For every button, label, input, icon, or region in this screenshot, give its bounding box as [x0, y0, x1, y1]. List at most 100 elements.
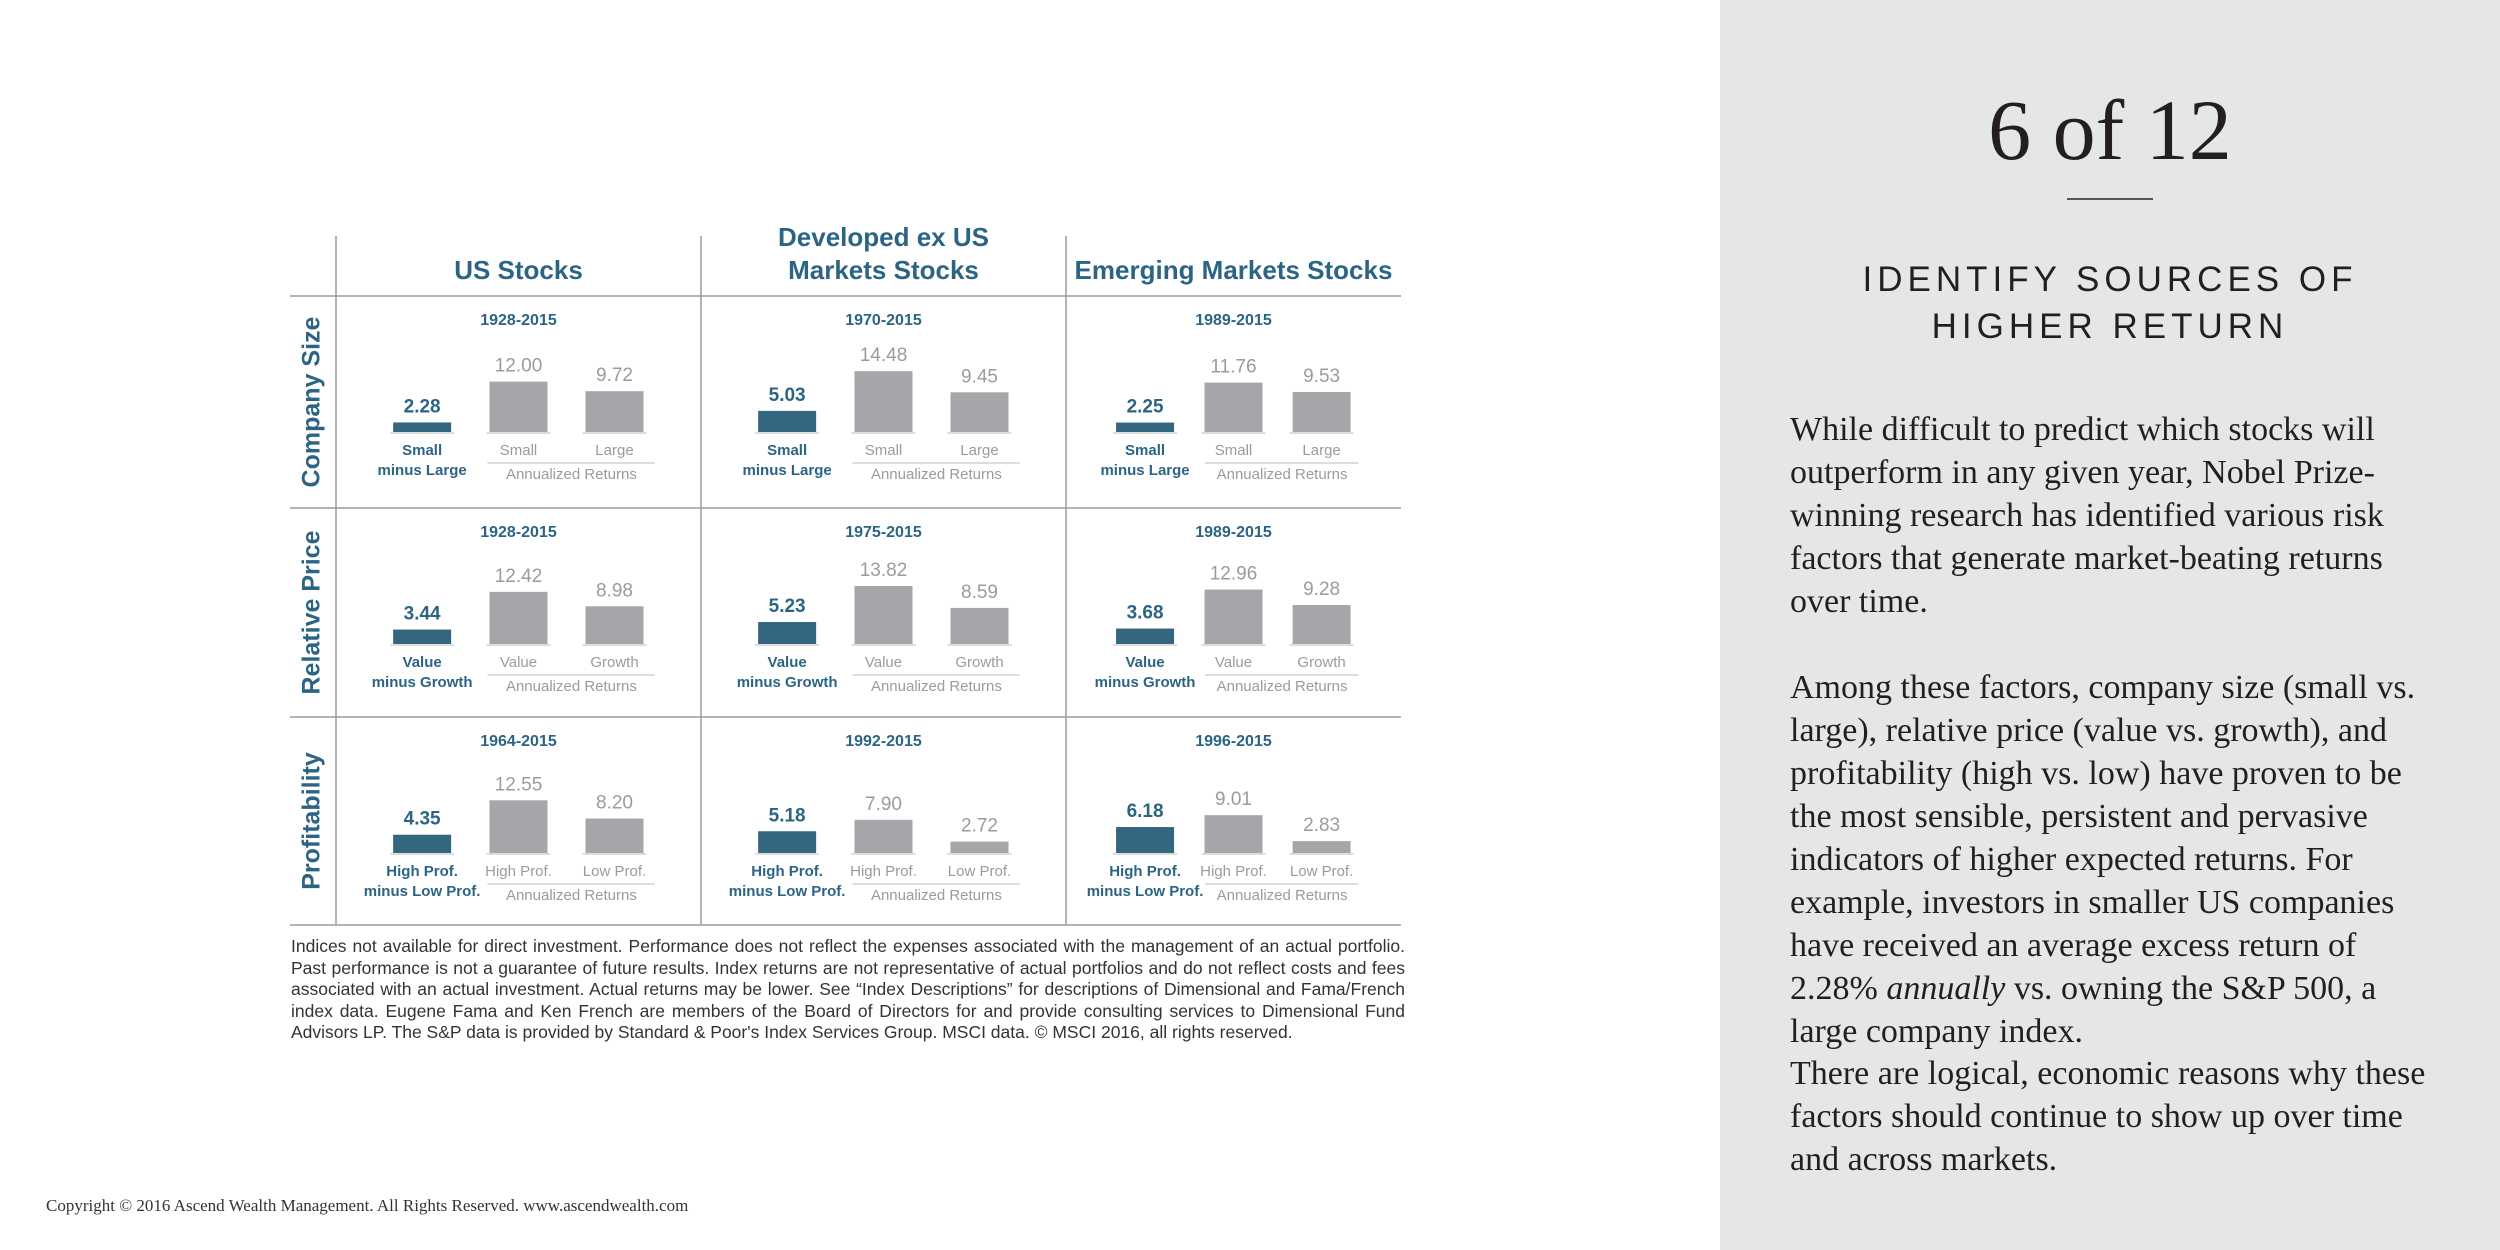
value-label: 2.72 [961, 816, 998, 837]
bar [950, 392, 1009, 432]
returns-label: Annualized Returns [506, 887, 637, 904]
value-label: 7.90 [865, 794, 902, 815]
bar [758, 622, 817, 644]
bar-label: Value [1215, 654, 1252, 671]
premium-label: minus Large [743, 462, 832, 479]
bar-label: Low Prof. [583, 863, 646, 880]
premium-label: minus Growth [1095, 674, 1196, 691]
premium-label: High Prof. [1109, 863, 1181, 880]
value-label: 13.82 [860, 560, 908, 581]
value-label: 6.18 [1127, 801, 1164, 822]
premium-label: High Prof. [386, 863, 458, 880]
value-label: 5.03 [769, 385, 806, 406]
premium-label: Value [1125, 654, 1164, 671]
value-label: 12.00 [495, 356, 543, 377]
period: 1928-2015 [480, 312, 557, 329]
bar-label: High Prof. [1200, 863, 1267, 880]
emphasis: annually [1886, 970, 2006, 1007]
divider [2067, 198, 2153, 200]
bar [489, 381, 548, 432]
premium-label: minus Low Prof. [364, 883, 481, 900]
bar [585, 606, 644, 644]
bar [393, 834, 452, 853]
bar [1204, 815, 1263, 853]
returns-label: Annualized Returns [1217, 678, 1348, 695]
row-label: Company Size [298, 316, 326, 487]
period: 1975-2015 [845, 524, 922, 541]
value-label: 8.20 [596, 793, 633, 814]
bar-label: Value [865, 654, 902, 671]
value-label: 2.28 [404, 396, 441, 417]
bar-label: Value [500, 654, 537, 671]
heading: IDENTIFY SOURCES OF HIGHER RETURN [1720, 256, 2500, 350]
premium-label: High Prof. [751, 863, 823, 880]
premium-label: Small [1125, 442, 1165, 459]
bar-label: Growth [590, 654, 638, 671]
bar [854, 371, 913, 432]
paragraph: There are logical, economic reasons why … [1790, 1055, 2426, 1178]
value-label: 12.42 [495, 566, 543, 587]
period: 1970-2015 [845, 312, 922, 329]
bar [1116, 422, 1175, 432]
bar [950, 607, 1009, 644]
bar-label: Large [595, 442, 633, 459]
premium-label: Small [767, 442, 807, 459]
value-label: 14.48 [860, 345, 908, 366]
bar-label: High Prof. [850, 863, 917, 880]
bar-label: Growth [955, 654, 1003, 671]
value-label: 9.28 [1303, 579, 1340, 600]
bar-label: Growth [1297, 654, 1345, 671]
paragraph: Among these factors, company size (small… [1790, 666, 2450, 1053]
bar-label: Large [960, 442, 998, 459]
row-label: Relative Price [298, 530, 326, 694]
value-label: 4.35 [404, 809, 441, 830]
bar-label: High Prof. [485, 863, 552, 880]
bar [854, 585, 913, 644]
bar [1204, 382, 1263, 432]
page-number: 6 of 12 [1988, 82, 2232, 178]
premium-label: Value [403, 654, 442, 671]
bar [1292, 605, 1351, 644]
value-label: 5.18 [769, 805, 806, 826]
value-label: 9.53 [1303, 366, 1340, 387]
bar [1116, 827, 1175, 853]
returns-label: Annualized Returns [506, 466, 637, 483]
bar [1292, 841, 1351, 853]
value-label: 12.96 [1210, 564, 1258, 585]
bar-label: Small [500, 442, 538, 459]
premium-label: minus Growth [372, 674, 473, 691]
copyright: Copyright © 2016 Ascend Wealth Managemen… [46, 1196, 689, 1215]
text: vs. owning the S&P 500, a large company … [1790, 970, 2377, 1050]
premium-label: minus Low Prof. [1087, 883, 1204, 900]
returns-label: Annualized Returns [1217, 887, 1348, 904]
period: 1928-2015 [480, 524, 557, 541]
value-label: 2.83 [1303, 815, 1340, 836]
bar-label: Low Prof. [1290, 863, 1353, 880]
period: 1992-2015 [845, 733, 922, 750]
column-header: Markets Stocks [788, 255, 979, 285]
bar-label: Low Prof. [948, 863, 1011, 880]
bar [1292, 391, 1351, 432]
value-label: 8.98 [596, 580, 633, 601]
column-header: Developed ex US [778, 222, 989, 252]
bar [489, 591, 548, 644]
premium-label: Small [402, 442, 442, 459]
bar [393, 422, 452, 432]
heading-line: IDENTIFY SOURCES OF [1862, 260, 2358, 299]
returns-label: Annualized Returns [506, 678, 637, 695]
bar [393, 629, 452, 644]
sidebar: 6 of 12 IDENTIFY SOURCES OF HIGHER RETUR… [1720, 0, 2500, 1250]
premium-label: minus Growth [737, 674, 838, 691]
text: Among these factors, company size (small… [1790, 669, 2416, 1007]
paragraph: While difficult to predict which stocks … [1790, 411, 2384, 620]
returns-label: Annualized Returns [871, 678, 1002, 695]
value-label: 2.25 [1127, 397, 1164, 418]
bar [758, 831, 817, 853]
returns-label: Annualized Returns [1217, 466, 1348, 483]
footnote: Indices not available for direct investm… [291, 936, 1405, 1042]
period: 1989-2015 [1195, 524, 1272, 541]
returns-label: Annualized Returns [871, 466, 1002, 483]
value-label: 9.01 [1215, 789, 1252, 810]
